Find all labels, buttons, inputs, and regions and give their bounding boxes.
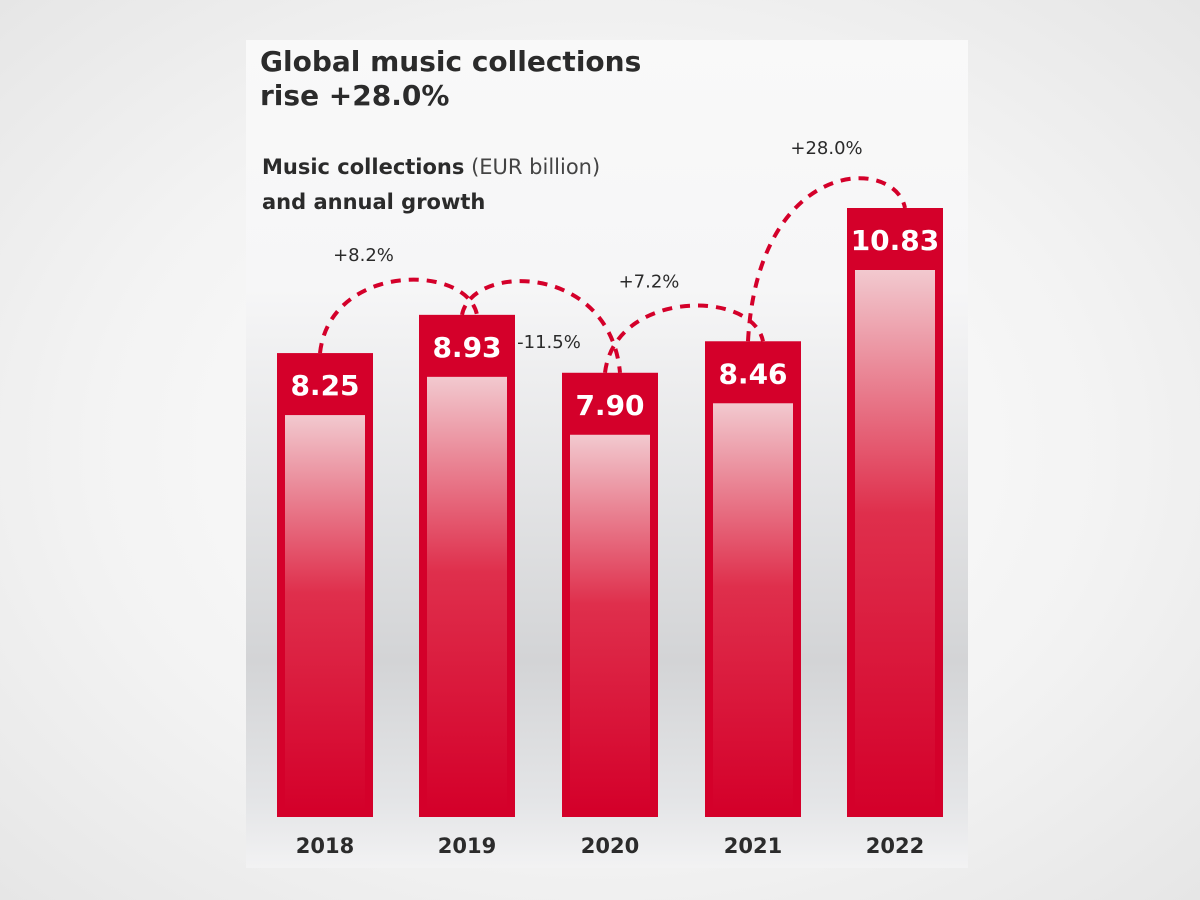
value-label-2018: 8.25 <box>290 369 359 402</box>
x-tick-label-2021: 2021 <box>724 834 782 858</box>
growth-connector-2 <box>460 279 622 373</box>
growth-connector-4 <box>746 176 907 342</box>
x-tick-label-2020: 2020 <box>581 834 639 858</box>
bar-2018 <box>277 353 373 817</box>
bar-2022 <box>847 208 943 817</box>
chart-subtitle: Music collections (EUR billion) and annu… <box>262 150 600 220</box>
subtitle-line-2: and annual growth <box>262 190 486 214</box>
growth-connector-1 <box>318 277 479 354</box>
value-label-2020: 7.90 <box>575 389 644 422</box>
bar-2020 <box>562 372 658 817</box>
bar-fill <box>570 434 650 811</box>
x-tick-label-2019: 2019 <box>438 834 496 858</box>
bar-fill <box>427 376 507 811</box>
bar-fill <box>713 403 793 811</box>
bar-fill <box>855 270 935 811</box>
chart-title-line-2: rise +28.0% <box>260 79 450 112</box>
value-label-2022: 10.83 <box>851 224 940 257</box>
bar-fill <box>285 415 365 811</box>
bar-2019 <box>419 314 515 817</box>
x-tick-label-2018: 2018 <box>296 834 354 858</box>
growth-label-3: +7.2% <box>619 271 680 292</box>
growth-label-4: +28.0% <box>790 138 862 159</box>
subtitle-line-1: Music collections (EUR billion) <box>262 150 600 185</box>
subtitle-unit: (EUR billion) <box>464 155 601 179</box>
subtitle-metric: Music collections <box>262 155 465 179</box>
x-tick-label-2022: 2022 <box>866 834 924 858</box>
chart-title: Global music collections rise +28.0% <box>260 45 641 113</box>
growth-connector-3 <box>603 303 765 374</box>
growth-label-1: +8.2% <box>333 245 394 266</box>
growth-label-2: -11.5% <box>517 332 581 353</box>
value-label-2021: 8.46 <box>718 357 787 390</box>
bar-2021 <box>705 341 801 817</box>
chart-title-line-1: Global music collections <box>260 45 642 78</box>
value-label-2019: 8.93 <box>432 331 501 364</box>
